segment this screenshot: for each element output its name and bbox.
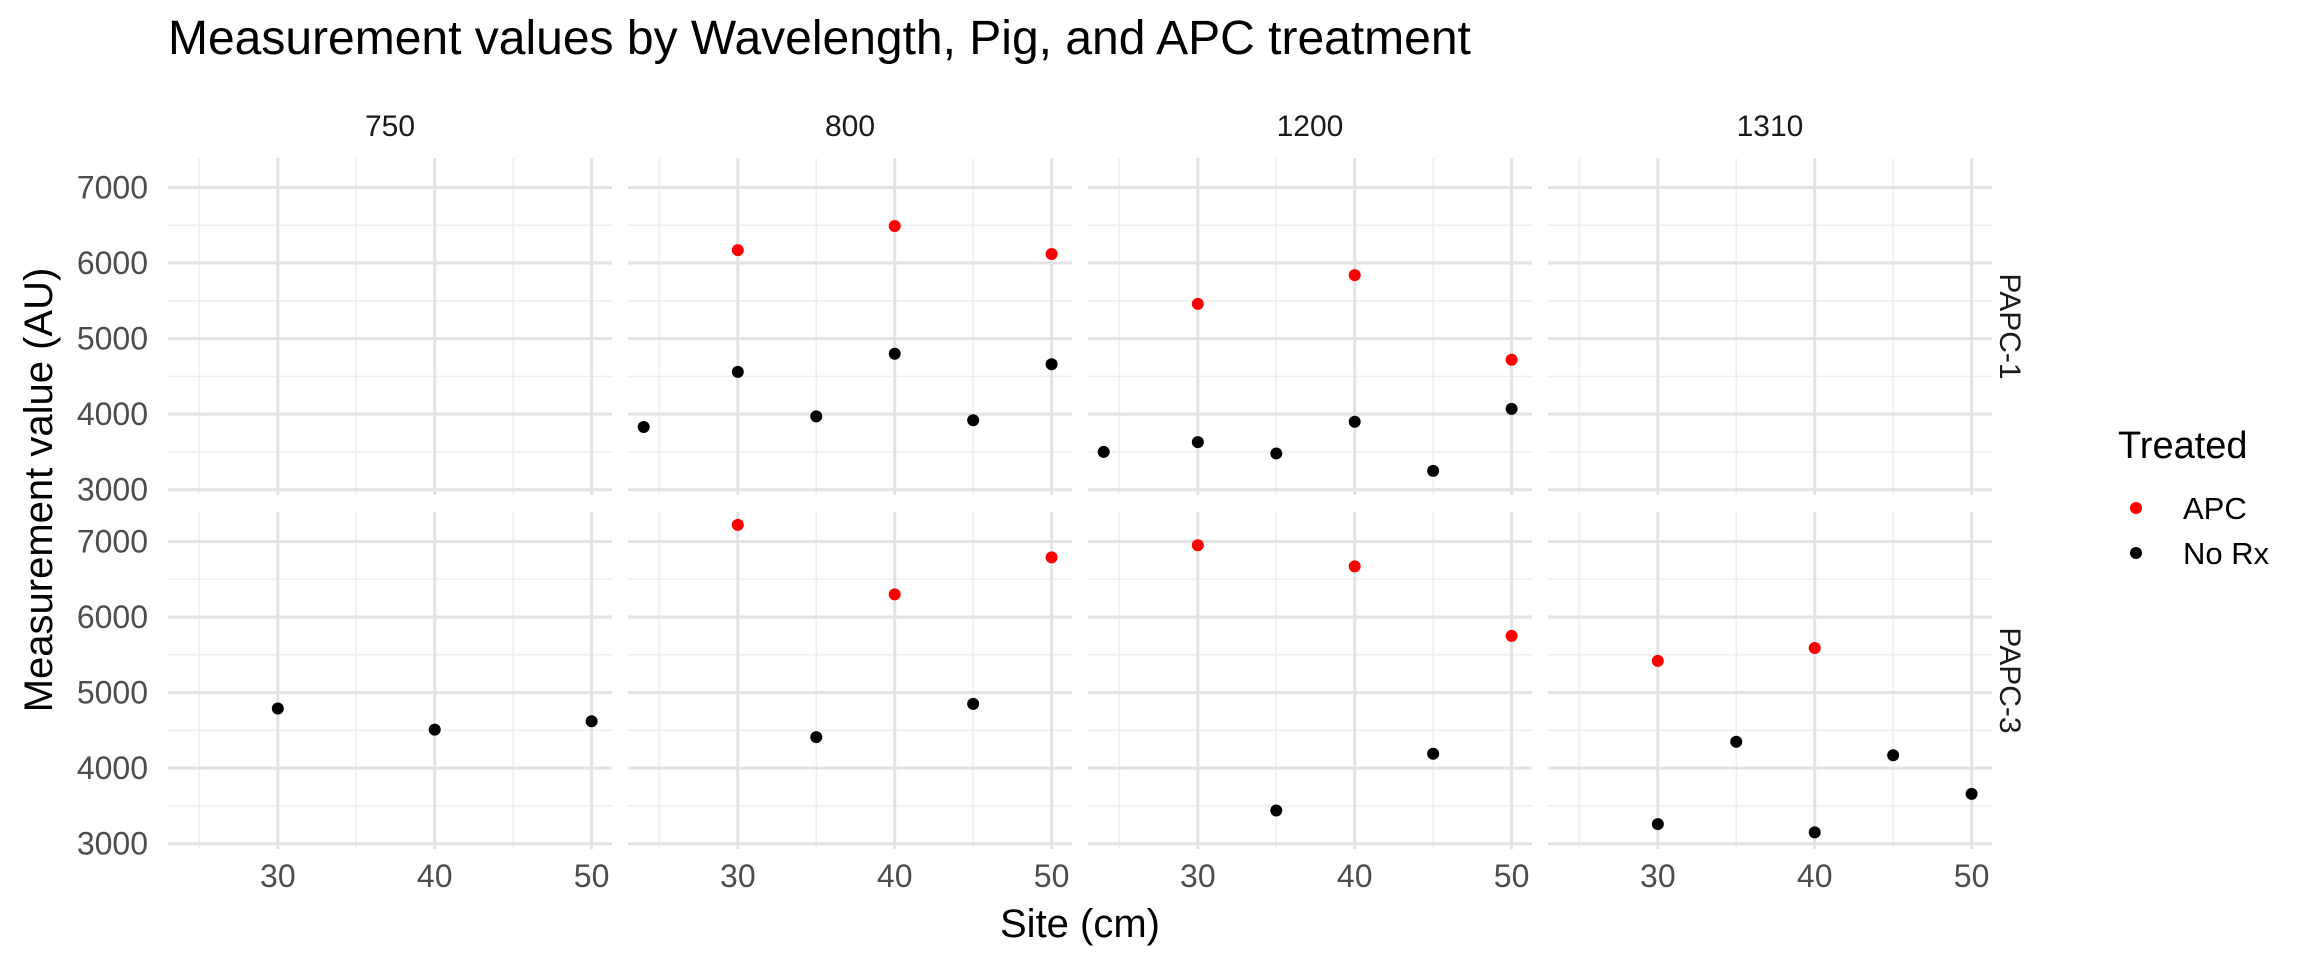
- data-point: [271, 702, 284, 715]
- panel-1310-PAPC-1: [1548, 158, 1992, 495]
- data-point: [810, 731, 823, 744]
- chart-title: Measurement values by Wavelength, Pig, a…: [168, 12, 1471, 65]
- row-strip-label: PAPC-3: [1993, 627, 2026, 733]
- x-tick-label: 30: [720, 858, 756, 894]
- column-strip-label: 800: [825, 110, 875, 143]
- legend-title: Treated: [2118, 425, 2248, 467]
- data-point: [810, 410, 823, 423]
- data-point: [731, 244, 744, 257]
- data-point: [888, 588, 901, 601]
- y-tick-label: 4000: [77, 750, 148, 786]
- x-axis-ticks: 30 40 50 30 40 50 30 40 50 30 40 50: [260, 858, 1989, 894]
- column-strip-label: 750: [365, 110, 415, 143]
- column-strip-label: 1200: [1277, 110, 1344, 143]
- data-point: [1191, 539, 1204, 552]
- y-tick-label: 7000: [77, 169, 148, 205]
- panel-750-PAPC-1: [168, 158, 612, 495]
- series-no-rx: [271, 347, 1978, 839]
- x-tick-label: 30: [260, 858, 296, 894]
- data-point: [1270, 804, 1283, 817]
- panel-1310-PAPC-3: [1548, 512, 1992, 849]
- data-point: [1808, 826, 1821, 839]
- legend-key-apc: [2130, 502, 2142, 514]
- legend-key-no-rx: [2130, 547, 2142, 559]
- y-tick-label: 6000: [77, 599, 148, 635]
- x-tick-label: 30: [1640, 858, 1676, 894]
- x-tick-label: 40: [417, 858, 453, 894]
- data-point: [1730, 735, 1743, 748]
- x-tick-label: 30: [1180, 858, 1216, 894]
- data-point: [1097, 445, 1110, 458]
- data-point: [1505, 402, 1518, 415]
- data-point: [731, 365, 744, 378]
- panel-area: [168, 158, 1992, 849]
- data-point: [731, 518, 744, 531]
- data-point: [1427, 747, 1440, 760]
- y-tick-label: 6000: [77, 245, 148, 281]
- y-tick-label: 4000: [77, 396, 148, 432]
- panel-1200-PAPC-1: [1088, 158, 1532, 495]
- data-point: [585, 715, 598, 728]
- panel-1200-PAPC-3: [1088, 512, 1532, 849]
- data-point: [888, 220, 901, 233]
- facet-strips: 750 800 1200 1310 PAPC-1 PAPC-3: [365, 110, 2026, 734]
- data-point: [1045, 358, 1058, 371]
- data-point: [1348, 269, 1361, 282]
- data-point: [428, 723, 441, 736]
- legend: Treated APC No Rx: [2118, 425, 2270, 571]
- x-tick-label: 50: [1954, 858, 1990, 894]
- row-strip-label: PAPC-1: [1993, 273, 2026, 379]
- data-point: [1045, 551, 1058, 564]
- data-point: [1045, 247, 1058, 260]
- data-point: [1191, 436, 1204, 449]
- x-tick-label: 40: [877, 858, 913, 894]
- data-point: [1348, 560, 1361, 573]
- y-axis-label: Measurement value (AU): [17, 268, 61, 713]
- legend-label-no-rx: No Rx: [2183, 536, 2270, 571]
- panel-750-PAPC-3: [168, 512, 612, 849]
- data-point: [888, 347, 901, 360]
- panel-800-PAPC-1: [628, 158, 1072, 495]
- x-tick-label: 50: [1034, 858, 1070, 894]
- x-tick-label: 50: [574, 858, 610, 894]
- legend-label-apc: APC: [2183, 491, 2247, 526]
- y-axis-ticks: 3000 4000 5000 6000 7000 3000 4000 5000 6000 7000: [77, 169, 148, 861]
- column-strip-label: 1310: [1737, 110, 1804, 143]
- y-tick-label: 5000: [77, 675, 148, 711]
- series-apc: [731, 220, 1821, 667]
- data-point: [967, 697, 980, 710]
- data-point: [1808, 642, 1821, 655]
- data-point: [967, 414, 980, 427]
- y-tick-label: 3000: [77, 826, 148, 862]
- x-tick-label: 40: [1797, 858, 1833, 894]
- data-point: [1887, 749, 1900, 762]
- y-tick-label: 7000: [77, 523, 148, 559]
- data-point: [1270, 447, 1283, 460]
- x-tick-label: 40: [1337, 858, 1373, 894]
- data-point: [1505, 629, 1518, 642]
- y-tick-label: 3000: [77, 472, 148, 508]
- data-point: [637, 420, 650, 433]
- data-point: [1651, 818, 1664, 831]
- data-point: [1427, 464, 1440, 477]
- data-point: [1191, 297, 1204, 310]
- data-point: [1651, 654, 1664, 667]
- data-point: [1348, 415, 1361, 428]
- panel-800-PAPC-3: [628, 512, 1072, 849]
- y-tick-label: 5000: [77, 321, 148, 357]
- x-axis-label: Site (cm): [1000, 902, 1160, 946]
- x-tick-label: 50: [1494, 858, 1530, 894]
- data-point: [1965, 787, 1978, 800]
- data-point: [1505, 353, 1518, 366]
